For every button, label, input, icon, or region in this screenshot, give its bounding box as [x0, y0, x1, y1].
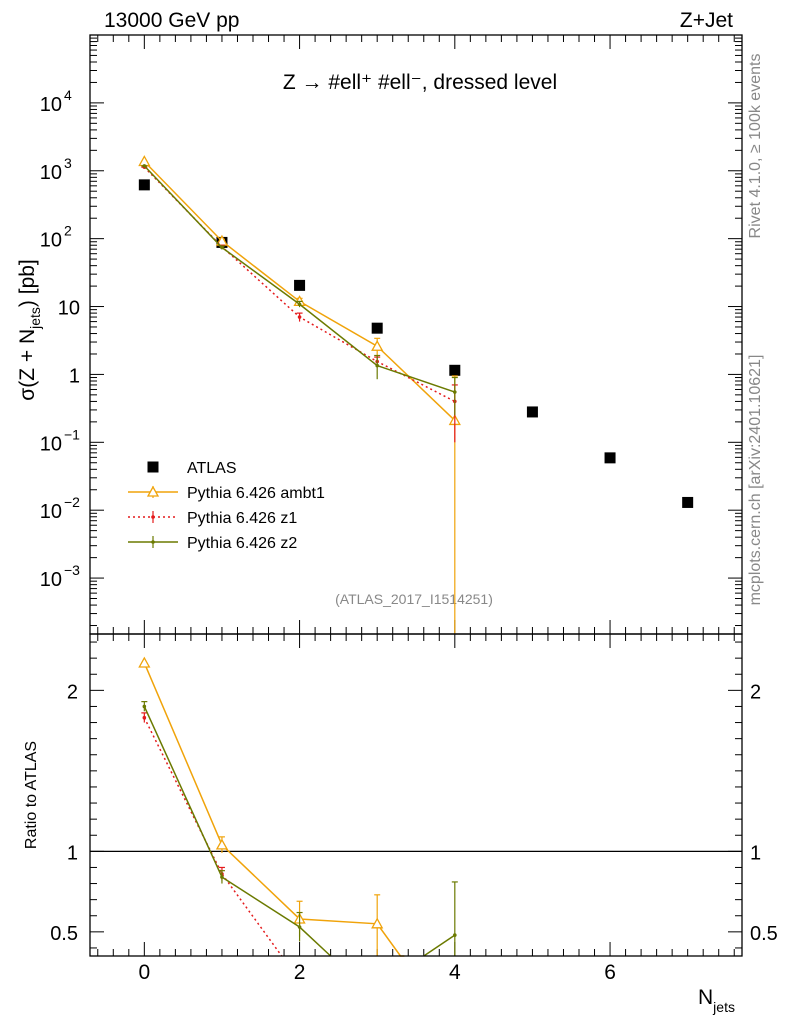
y-tick-label: 10	[40, 230, 62, 252]
legend-label: Pythia 6.426 ambt1	[187, 485, 325, 502]
rivet-label: Rivet 4.1.0, ≥ 100k events	[747, 54, 764, 239]
atlas-point	[604, 452, 616, 464]
ratio-line	[423, 934, 456, 957]
mc-line	[143, 165, 456, 393]
y-tick-label: 10	[40, 569, 62, 591]
ratio-marker-triangle	[215, 838, 229, 850]
atlas-point	[371, 322, 383, 334]
atlas-point	[526, 406, 538, 418]
main-data-marks	[138, 155, 694, 634]
xlabel: Njets	[698, 986, 735, 1015]
atlas-point	[138, 179, 150, 191]
atlas-point	[294, 279, 306, 291]
ratio-data-marks	[90, 656, 742, 957]
ratio-line	[143, 706, 332, 957]
y-tick-label: 10	[40, 501, 62, 523]
ratio-marker-dot	[142, 715, 147, 720]
mc-marker-triangle	[371, 339, 384, 351]
ratio-y-tick-label-right: 2	[750, 681, 761, 703]
header-left: 13000 GeV pp	[104, 9, 239, 32]
main-ylabel: σ(Z + Njets) [pb]	[16, 259, 43, 401]
legend-symbol-dot	[151, 540, 155, 544]
mc-marker-dot	[142, 164, 147, 168]
y-tick-exponent: 2	[64, 223, 72, 239]
y-tick-exponent: −3	[64, 562, 80, 578]
legend-symbol-dot	[151, 515, 155, 519]
analysis-watermark: (ATLAS_2017_I1514251)	[335, 591, 493, 607]
y-tick-exponent: 4	[64, 87, 72, 103]
header-right: Z+Jet	[680, 9, 733, 32]
ratio-marker-dot	[297, 925, 302, 929]
x-tick-label: 2	[294, 961, 306, 984]
mc-marker-dot	[453, 390, 457, 394]
x-tick-label: 4	[449, 961, 461, 984]
mcplots-label: mcplots.cern.ch [arXiv:2401.10621]	[747, 355, 764, 606]
mc-marker-dot	[375, 363, 379, 368]
y-tick-exponent: −1	[64, 426, 80, 442]
ratio-frame	[89, 633, 743, 957]
ratio-y-tick-label-right: 1	[750, 842, 761, 864]
ratio-y-tick-label: 2	[67, 681, 78, 703]
legend: ATLAS Pythia 6.426 ambt1 Pythia 6.426 z1 Py…	[128, 460, 325, 552]
mc-marker-dot	[297, 302, 302, 307]
x-tick-label: 0	[138, 961, 150, 984]
y-tick-label: 1	[69, 365, 80, 387]
legend-symbol-square	[147, 461, 159, 473]
ratio-marker-dot	[453, 933, 457, 937]
y-tick-exponent: −2	[64, 494, 80, 510]
y-tick-label: 10	[40, 162, 62, 184]
y-tick-label: 10	[58, 298, 80, 320]
legend-symbol-triangle	[146, 485, 160, 497]
mc-line	[143, 160, 456, 421]
ratio-marker-triangle	[371, 917, 384, 929]
ratio-y-tick-label: 0.5	[50, 923, 78, 945]
legend-label: Pythia 6.426 z2	[187, 535, 297, 552]
mc-marker-dot	[220, 245, 224, 250]
mc-marker-dot	[297, 315, 302, 319]
ratio-marker-dot	[220, 875, 224, 879]
panel-title: Z → #ell⁺ #ell⁻, dressed level	[283, 71, 557, 94]
atlas-point	[682, 496, 694, 508]
ratio-marker-triangle	[138, 656, 151, 668]
atlas-point	[449, 364, 461, 376]
ratio-marker-dot	[142, 704, 147, 709]
ratio-ylabel: Ratio to ATLAS	[23, 741, 40, 849]
y-tick-label: 10	[40, 94, 62, 116]
legend-label: ATLAS	[187, 460, 237, 477]
ratio-line	[143, 662, 405, 957]
y-tick-exponent: 3	[64, 155, 72, 171]
legend-label: Pythia 6.426 z1	[187, 510, 297, 527]
x-tick-label: 6	[604, 961, 616, 984]
ratio-y-tick-label-right: 0.5	[750, 923, 778, 945]
ratio-axis-ticks: 0 2 4 6 0.5 0.5 1 1 2 2	[50, 634, 778, 984]
y-tick-label: 10	[40, 433, 62, 455]
ratio-y-tick-label: 1	[67, 842, 78, 864]
